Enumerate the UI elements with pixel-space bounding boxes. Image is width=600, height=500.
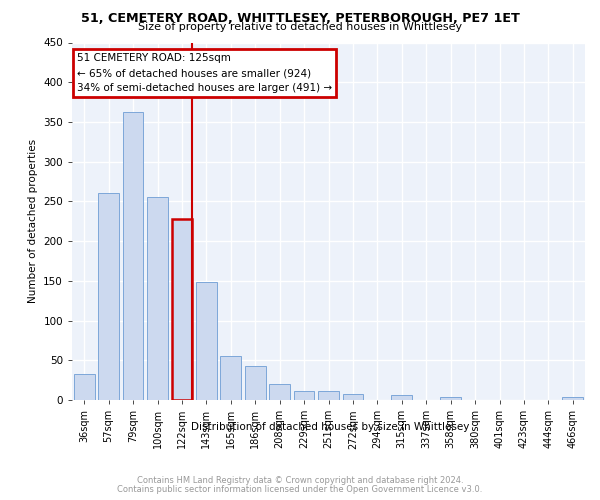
- Y-axis label: Number of detached properties: Number of detached properties: [28, 139, 38, 304]
- Bar: [122, 112, 143, 400]
- Text: Contains HM Land Registry data © Crown copyright and database right 2024.: Contains HM Land Registry data © Crown c…: [137, 476, 463, 485]
- Bar: [98, 194, 119, 400]
- Text: 51 CEMETERY ROAD: 125sqm
← 65% of detached houses are smaller (924)
34% of semi-: 51 CEMETERY ROAD: 125sqm ← 65% of detach…: [77, 53, 332, 93]
- Bar: [74, 374, 95, 400]
- Bar: [245, 366, 266, 400]
- Bar: [293, 392, 314, 400]
- Bar: [318, 392, 339, 400]
- Bar: [196, 282, 217, 400]
- Bar: [343, 394, 364, 400]
- Bar: [269, 384, 290, 400]
- Text: Distribution of detached houses by size in Whittlesey: Distribution of detached houses by size …: [191, 422, 469, 432]
- Bar: [220, 356, 241, 400]
- Bar: [172, 219, 193, 400]
- Bar: [147, 196, 168, 400]
- Bar: [391, 395, 412, 400]
- Text: Contains public sector information licensed under the Open Government Licence v3: Contains public sector information licen…: [118, 485, 482, 494]
- Text: 51, CEMETERY ROAD, WHITTLESEY, PETERBOROUGH, PE7 1ET: 51, CEMETERY ROAD, WHITTLESEY, PETERBORO…: [80, 12, 520, 26]
- Bar: [562, 397, 583, 400]
- Text: Size of property relative to detached houses in Whittlesey: Size of property relative to detached ho…: [138, 22, 462, 32]
- Bar: [440, 397, 461, 400]
